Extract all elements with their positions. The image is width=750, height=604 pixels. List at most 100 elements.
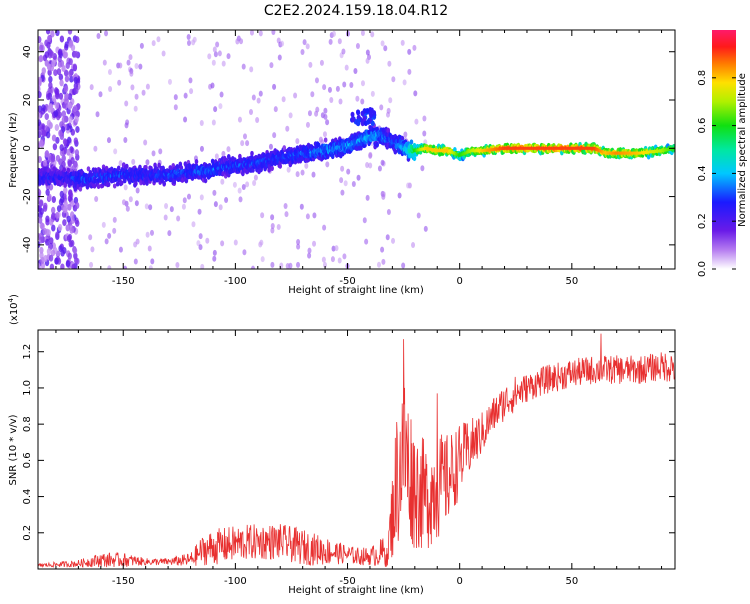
spectrogram-noise-cell [342, 253, 347, 260]
spectrogram-noise-cell [65, 260, 71, 268]
spectrogram-noise-cell [51, 224, 56, 232]
spectrogram-noise-cell [94, 196, 99, 203]
spectrogram-noise-cell [364, 238, 369, 245]
spectrogram-ridge-cell [194, 159, 199, 165]
spectrogram-noise-cell [237, 116, 242, 123]
spectrogram-noise-cell [365, 194, 370, 201]
snr-ylabel: SNR (10 * v/v) [8, 414, 19, 485]
spectrogram-noise-cell [327, 86, 332, 93]
spectrogram-noise-cell [56, 205, 62, 213]
spectrogram-noise-cell [407, 48, 412, 55]
spectrogram-noise-cell [41, 129, 46, 137]
spectrogram-noise-cell [276, 224, 281, 231]
spectrogram-noise-cell [43, 202, 48, 210]
snr-multiplier: (x104) [7, 294, 20, 325]
spectrogram-noise-cell [245, 140, 250, 147]
spectrogram-noise-cell [58, 92, 64, 100]
spectrogram-field [38, 30, 675, 269]
spectrogram-ridge-cell [179, 165, 184, 171]
spectrogram-noise-cell [270, 227, 275, 234]
spectrogram-noise-cell [60, 263, 65, 269]
colorbar: 0.0 0.2 0.4 0.6 0.8 Normalized spectral ampl… [697, 30, 748, 277]
spectrogram-noise-cell [221, 60, 226, 67]
spectrogram-noise-cell [42, 227, 47, 235]
snr-x-tick-label: -150 [112, 576, 135, 587]
spectrogram-noise-cell [213, 201, 218, 208]
spectrogram-noise-cell [126, 59, 131, 66]
spectrogram-noise-cell [118, 62, 123, 69]
spectrogram-noise-cell [67, 102, 73, 110]
spectrogram-noise-cell [60, 196, 65, 204]
spectrogram-noise-cell [310, 91, 315, 98]
spectrogram-noise-cell [322, 224, 327, 231]
spectrogram-noise-cell [183, 116, 188, 123]
spectrogram-noise-cell [128, 54, 133, 61]
spectrogram-noise-cell [368, 151, 373, 158]
spectrogram-noise-cell [212, 189, 217, 196]
spectrogram-noise-cell [44, 150, 50, 158]
spectrogram-noise-cell [365, 57, 370, 64]
spectrogram-noise-cell [235, 38, 240, 45]
spectrogram-ridge-cell [282, 145, 287, 151]
spectrogram-noise-cell [73, 160, 78, 168]
spectrogram-noise-cell [186, 34, 191, 41]
spectrogram-noise-cell [307, 110, 312, 117]
spectrogram-noise-cell [251, 94, 256, 101]
spectrogram-noise-cell [412, 44, 417, 51]
spectrogram-noise-cell [284, 211, 289, 218]
spectrogram-noise-cell [63, 187, 68, 195]
spectrogram-noise-cell [176, 215, 181, 222]
snr-panel: -150 -100 -50 0 50 0.2 0.4 0.6 0.8 1.0 1.2 Height … [7, 294, 676, 596]
spectrogram-noise-cell [207, 53, 212, 60]
spectrogram-noise-cell [39, 251, 44, 259]
spectrogram-noise-cell [256, 97, 261, 104]
colorbar-tick-label: 0.8 [697, 70, 708, 86]
spectrogram-noise-cell [90, 246, 95, 253]
spectrogram-ridge-cell [359, 145, 363, 151]
spectrogram-noise-cell [213, 51, 218, 58]
spectrogram-noise-cell [125, 205, 130, 212]
spectrogram-noise-cell [197, 208, 202, 215]
figure-title: C2E2.2024.159.18.04.R12 [264, 3, 448, 19]
spectrogram-noise-cell [44, 39, 49, 47]
spectrogram-noise-cell [245, 181, 250, 188]
spectrogram-noise-cell [123, 184, 128, 191]
spectrogram-noise-cell [422, 130, 427, 137]
spectrogram-noise-cell [270, 214, 275, 221]
spectrogram-noise-cell [135, 238, 140, 245]
spectrogram-noise-cell [323, 107, 328, 114]
spectrogram-noise-cell [288, 262, 293, 269]
spectrogram-side-feature-cell [365, 108, 370, 114]
spectrogram-noise-cell [239, 38, 244, 45]
spectrogram-noise-cell [268, 143, 273, 150]
spectrogram-side-feature-cell [368, 107, 373, 113]
spectrogram-noise-cell [370, 90, 375, 97]
spectrogram-noise-cell [183, 92, 188, 99]
spectrogram-noise-cell [38, 262, 41, 269]
spectrogram-noise-cell [89, 261, 94, 268]
snr-x-tick-label: 50 [565, 576, 578, 587]
spectrogram-noise-cell [96, 32, 101, 39]
spectrogram-noise-cell [163, 214, 168, 221]
spectrogram-noise-cell [214, 153, 219, 160]
spectrogram-noise-cell [46, 229, 51, 237]
spectrogram-noise-cell [59, 190, 65, 198]
spectrogram-side-feature-cell [366, 119, 371, 125]
spectrogram-noise-cell [365, 49, 370, 56]
spectrogram-noise-cell [329, 97, 334, 104]
spectrogram-noise-cell [138, 63, 143, 70]
spectrogram-noise-cell [249, 66, 254, 73]
spectrogram-noise-cell [124, 100, 129, 107]
spectrogram-noise-cell [145, 231, 150, 238]
spectrogram-noise-cell [226, 146, 231, 153]
spectrogram-noise-cell [312, 240, 317, 247]
spectrogram-noise-cell [218, 103, 223, 110]
spectrogram-ridge-cell [412, 155, 417, 162]
spectrogram-noise-cell [386, 107, 391, 114]
spectrogram-noise-cell [123, 137, 128, 144]
spectrogram-noise-cell [45, 131, 51, 139]
spectrogram-noise-cell [226, 53, 231, 60]
spectrogram-ridge-cell [62, 167, 67, 173]
spectrogram-noise-cell [102, 59, 107, 66]
